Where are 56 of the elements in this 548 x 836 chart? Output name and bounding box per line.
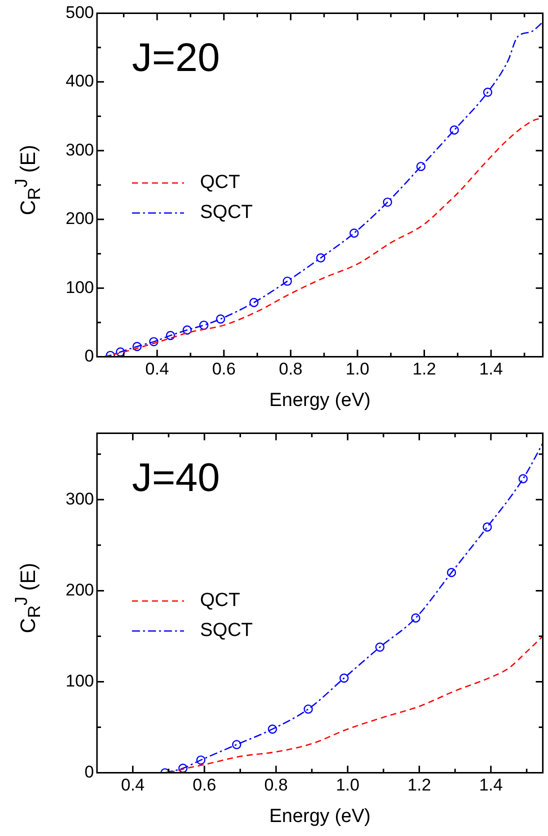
x-tick-label: 1.4 — [479, 776, 503, 795]
y-tick-label: 300 — [66, 489, 94, 508]
point — [316, 253, 326, 262]
legend-label: SQCT — [200, 202, 254, 224]
x-tick-label: 0.6 — [192, 776, 216, 795]
point — [199, 320, 208, 330]
x-tick-label: 1.0 — [336, 776, 360, 795]
y-tick-label: 200 — [66, 580, 94, 600]
point — [375, 642, 384, 652]
point — [382, 198, 392, 207]
x-axis-title: Energy (eV) — [269, 390, 371, 411]
x-tick-label: 1.0 — [346, 360, 370, 379]
x-axis-title: Energy (eV) — [269, 806, 371, 827]
y-tick-label: 200 — [66, 209, 94, 228]
point — [518, 474, 528, 484]
point — [216, 314, 226, 324]
point — [249, 298, 259, 308]
y-tick-label: 400 — [66, 72, 94, 91]
point — [282, 276, 292, 286]
y-tick-label: 500 — [66, 2, 94, 22]
point — [483, 88, 492, 97]
point — [232, 740, 242, 750]
y-tick-label: 100 — [66, 671, 94, 690]
point — [182, 325, 192, 335]
point — [116, 347, 125, 357]
point — [416, 162, 426, 172]
x-tick-label: 0.6 — [212, 360, 236, 379]
x-tick-label: 1.2 — [407, 776, 432, 795]
point — [178, 764, 188, 773]
point — [166, 330, 176, 340]
point — [132, 342, 142, 352]
x-tick-label: 1.4 — [479, 360, 503, 379]
point — [196, 755, 206, 765]
point — [446, 568, 456, 578]
legend-label: SQCT — [200, 620, 254, 642]
legend-label: QCT — [200, 590, 240, 612]
point — [304, 704, 313, 714]
legend-label: QCT — [200, 172, 240, 194]
point — [450, 125, 459, 135]
point — [268, 724, 278, 734]
point — [350, 228, 359, 238]
point — [339, 674, 349, 683]
annotation: J=20 — [132, 36, 220, 80]
x-tick-label: 0.4 — [120, 776, 145, 795]
y-tick-label: 0 — [84, 762, 94, 782]
y-tick-label: 300 — [66, 140, 94, 160]
x-tick-label: 1.2 — [412, 360, 436, 379]
x-tick-label: 0.8 — [278, 360, 302, 379]
point — [149, 337, 158, 346]
point — [411, 613, 420, 623]
annotation: J=40 — [132, 456, 220, 500]
y-tick-label: 0 — [84, 346, 94, 366]
x-tick-label: 0.8 — [264, 776, 288, 795]
x-tick-label: 0.4 — [145, 360, 169, 379]
y-tick-label: 100 — [66, 278, 94, 297]
point — [482, 522, 492, 532]
